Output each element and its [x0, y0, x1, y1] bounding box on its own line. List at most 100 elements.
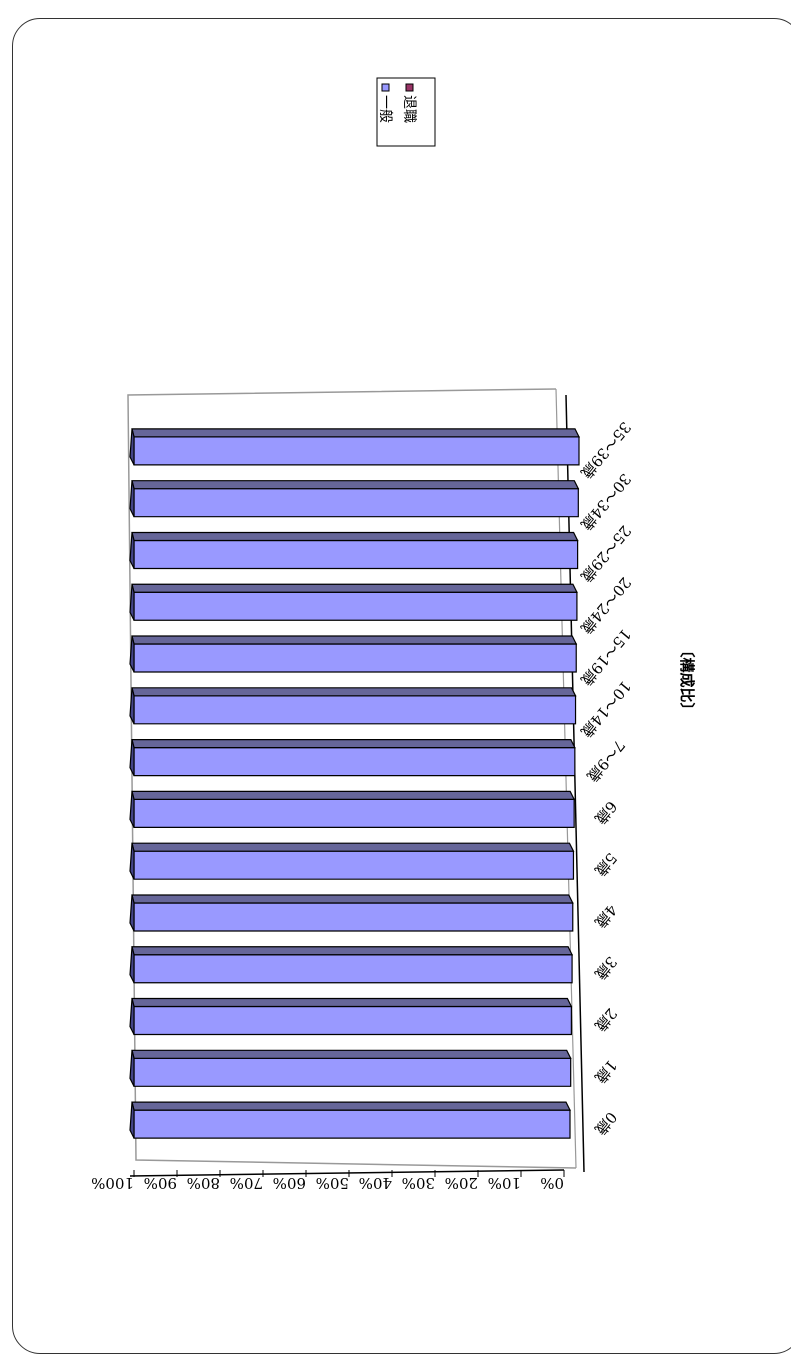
bar-end-face: [129, 946, 135, 984]
value-axis: [129, 394, 585, 1177]
category-label: 3歳: [591, 953, 621, 983]
value-axis-line: [129, 1169, 565, 1177]
bar-group: [129, 790, 576, 828]
chart-plot-group: 〔構成比〕 0%10%20%30%40%50%60%70%80%90%100% …: [91, 77, 696, 1192]
value-axis-tick-label: 20%: [445, 1174, 478, 1192]
bar-end-face: [129, 739, 135, 776]
bar-top-face: [131, 946, 574, 956]
bar: [133, 591, 578, 621]
bar-end-face: [129, 428, 135, 466]
chart-frame: [12, 18, 791, 1354]
chart-walls: [127, 388, 577, 1169]
category-label: 1歳: [591, 1056, 621, 1086]
bar-group: [129, 428, 580, 466]
bar-end-face: [129, 635, 135, 673]
bar-group: [129, 1101, 571, 1139]
category-label: 20～24歳: [577, 574, 635, 638]
bar-group: [129, 842, 575, 880]
bar-top-face: [131, 635, 578, 645]
bar-top-face: [131, 894, 574, 904]
bar-group: [129, 1049, 572, 1087]
bar-top-face: [131, 1101, 571, 1111]
category-label: 15～19歳: [577, 625, 635, 689]
bar-group: [129, 894, 574, 932]
bar-group: [129, 635, 578, 673]
value-axis-tick-label: 0%: [540, 1174, 564, 1192]
value-axis-tick-label: 80%: [187, 1174, 220, 1192]
bar-end-face: [129, 998, 135, 1035]
bar-top-face: [131, 1049, 572, 1059]
bar: [133, 798, 575, 828]
bars: [129, 428, 580, 1139]
bar-top-face: [131, 480, 580, 490]
bar-top-face: [131, 842, 575, 852]
legend-label-taishoku: 退職: [401, 95, 417, 123]
bar-end-face: [129, 791, 135, 828]
floor-back-edge: [555, 388, 577, 1169]
bar-top-face: [131, 428, 580, 438]
category-label: 25～29歳: [577, 522, 635, 586]
legend-swatch-taishoku: [405, 83, 414, 92]
bar: [133, 643, 577, 673]
value-axis-tick-label: 70%: [230, 1174, 263, 1192]
category-axis-line: [565, 394, 585, 1173]
bar: [133, 695, 577, 725]
legend: 一般 退職: [376, 77, 436, 147]
value-axis-tick-label: 90%: [144, 1174, 177, 1192]
bar-end-face: [129, 1101, 135, 1139]
bar-group: [129, 531, 579, 570]
bar-end-face: [129, 894, 135, 932]
category-label: 6歳: [591, 797, 621, 827]
category-label: 30～34歳: [577, 470, 635, 534]
category-label: 5歳: [591, 849, 621, 879]
category-label: 0歳: [591, 1108, 621, 1138]
bar-end-face: [129, 843, 135, 880]
category-label: 7～9歳: [583, 736, 628, 785]
value-axis-tick-label: 60%: [273, 1174, 306, 1192]
legend-label-ippan: 一般: [377, 95, 393, 123]
bar-group: [129, 739, 576, 777]
bar-top-face: [131, 790, 576, 800]
category-label: 4歳: [591, 901, 621, 931]
value-axis-tick-label: 100%: [91, 1174, 134, 1192]
bar-group: [129, 997, 573, 1036]
bar: [133, 902, 574, 932]
legend-swatch-ippan: [381, 83, 390, 92]
category-label: 35～39歳: [577, 418, 635, 482]
value-axis-tick-label: 10%: [488, 1174, 521, 1192]
bar-group: [129, 480, 580, 518]
bar-group: [129, 946, 574, 984]
bar: [133, 1057, 572, 1087]
bar: [133, 539, 579, 570]
bar-end-face: [129, 480, 135, 517]
bar-top-face: [131, 687, 577, 697]
bar: [133, 1005, 572, 1036]
legend-box: [376, 77, 436, 147]
bar: [133, 747, 576, 777]
back-wall-outline: [127, 388, 577, 1169]
bar-end-face: [129, 532, 135, 569]
bar-group: [129, 583, 578, 621]
bar-end-face: [129, 1050, 135, 1087]
bar: [133, 1109, 571, 1139]
bar-top-face: [131, 739, 576, 749]
bar: [133, 436, 580, 466]
bar: [133, 850, 575, 880]
category-label: 2歳: [591, 1005, 621, 1035]
category-label: 10～14歳: [577, 677, 635, 741]
chart-title: 〔構成比〕: [678, 642, 696, 717]
bar-top-face: [131, 583, 578, 593]
bar: [133, 954, 573, 984]
value-axis-tick-label: 30%: [402, 1174, 435, 1192]
value-axis-ticks: 0% 10% 20% 30% 40% 50% 60% 70% 80% 90% 100%: [91, 1170, 565, 1192]
bar-top-face: [131, 531, 579, 542]
value-axis-tick-label: 40%: [359, 1174, 392, 1192]
bar-end-face: [129, 584, 135, 621]
bar: [133, 488, 579, 518]
bar-top-face: [131, 997, 573, 1008]
bar-group: [129, 687, 577, 725]
category-labels: 0歳 1歳 2歳 3歳 4歳 5歳 6歳 7～9歳10～14歳15～19歳20～24歳25～2…: [577, 418, 635, 1138]
value-axis-tick-label: 50%: [316, 1174, 349, 1192]
bar-end-face: [129, 687, 135, 725]
